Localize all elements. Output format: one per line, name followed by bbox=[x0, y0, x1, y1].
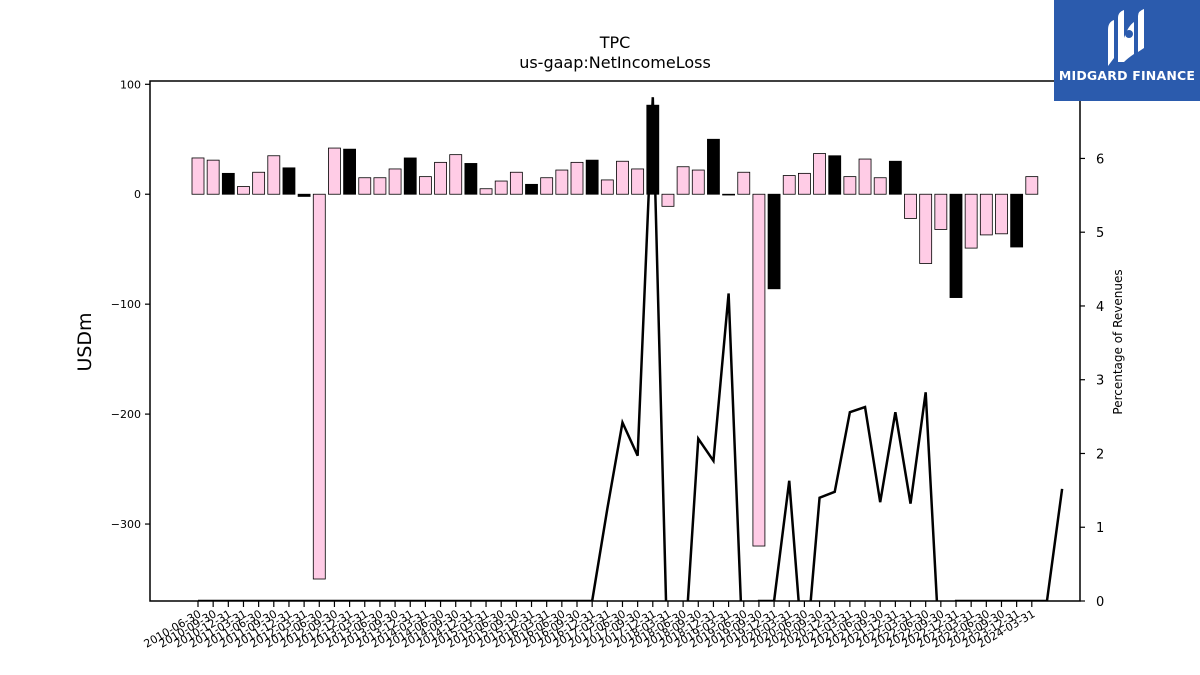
bar-2012-09-30 bbox=[328, 147, 341, 195]
percentage-line bbox=[198, 97, 1064, 601]
y-tick-label: 100 bbox=[120, 78, 141, 91]
bar-2024-03-31 bbox=[1025, 176, 1039, 195]
midgard-m-logo-icon bbox=[1108, 9, 1144, 66]
chart-title: TPC bbox=[599, 33, 631, 52]
y-tick-label: −200 bbox=[111, 408, 141, 421]
y-tick-label: −300 bbox=[111, 518, 141, 531]
bar-2013-12-31 bbox=[403, 157, 417, 195]
chart-axes: 1000−100−200−30001234562010-06-302010-09… bbox=[111, 78, 1105, 650]
bar-series bbox=[191, 104, 1039, 580]
bar-2020-09-30 bbox=[813, 153, 826, 195]
bar-2011-03-31 bbox=[237, 186, 250, 195]
bar-2021-12-31 bbox=[888, 160, 902, 195]
bar-2010-12-31 bbox=[221, 172, 235, 195]
brand-name: MIDGARD FINANCE bbox=[1058, 68, 1196, 83]
bar-2018-03-31 bbox=[661, 193, 675, 207]
y-tick-label: 0 bbox=[134, 188, 141, 201]
bar-2015-09-30 bbox=[509, 171, 523, 195]
bar-2015-12-31 bbox=[525, 183, 538, 195]
bar-2014-06-30 bbox=[434, 161, 447, 195]
bar-2021-06-30 bbox=[858, 158, 872, 195]
y2-tick-label: 0 bbox=[1096, 595, 1104, 610]
bar-2019-03-31 bbox=[722, 193, 735, 196]
bar-2019-12-31 bbox=[767, 193, 781, 290]
percentage-line-series bbox=[198, 97, 1064, 601]
bar-2016-03-31 bbox=[540, 177, 554, 195]
bar-2020-03-31 bbox=[782, 175, 796, 195]
bar-2017-06-30 bbox=[616, 160, 629, 195]
bar-2013-03-31 bbox=[358, 177, 372, 195]
bar-2015-03-31 bbox=[479, 188, 493, 195]
bar-2021-09-30 bbox=[873, 177, 887, 195]
bar-2012-03-31 bbox=[297, 193, 311, 197]
bar-2017-03-31 bbox=[600, 179, 614, 195]
bar-2023-03-31 bbox=[964, 193, 978, 249]
y2-tick-label: 3 bbox=[1096, 374, 1104, 389]
bar-2014-03-31 bbox=[418, 176, 432, 195]
bar-2012-12-31 bbox=[343, 148, 357, 195]
y2-tick-label: 4 bbox=[1096, 300, 1104, 315]
bar-2013-09-30 bbox=[388, 168, 402, 195]
bar-2022-09-30 bbox=[934, 193, 948, 230]
bar-2018-09-30 bbox=[691, 169, 705, 195]
bar-2011-09-30 bbox=[267, 155, 281, 195]
midgard-finance-logo: MIDGARD FINANCE bbox=[1054, 0, 1200, 101]
bar-2010-09-30 bbox=[206, 159, 220, 195]
bar-2011-12-31 bbox=[282, 167, 296, 195]
bar-2023-12-31 bbox=[1010, 193, 1024, 248]
bar-2022-03-31 bbox=[904, 193, 917, 219]
bar-2022-06-30 bbox=[919, 193, 933, 264]
bar-2014-09-30 bbox=[449, 154, 463, 195]
y-tick-label: −100 bbox=[111, 298, 141, 311]
bar-2014-12-31 bbox=[464, 163, 478, 195]
bar-2010-06-30 bbox=[191, 157, 205, 195]
bar-2021-03-31 bbox=[843, 176, 857, 195]
bar-2011-06-30 bbox=[252, 171, 266, 195]
y2-axis-label: Percentage of Revenues bbox=[1111, 269, 1125, 414]
bar-2022-12-31 bbox=[949, 193, 963, 298]
bar-2019-06-30 bbox=[737, 171, 751, 195]
bar-2016-06-30 bbox=[555, 169, 569, 195]
bar-2023-09-30 bbox=[995, 193, 1008, 235]
y2-tick-label: 5 bbox=[1096, 226, 1104, 241]
bar-2013-06-30 bbox=[373, 177, 387, 195]
y2-tick-label: 6 bbox=[1096, 152, 1104, 167]
bar-2016-12-31 bbox=[585, 159, 599, 195]
y-axis-label: USDm bbox=[74, 312, 96, 371]
bar-2017-09-30 bbox=[631, 168, 645, 195]
bar-2020-06-30 bbox=[798, 172, 811, 195]
bar-2016-09-30 bbox=[570, 161, 584, 195]
y2-tick-label: 1 bbox=[1096, 521, 1104, 536]
bar-2015-06-30 bbox=[494, 180, 508, 195]
plot-frame bbox=[149, 80, 1081, 602]
chart-subtitle: us-gaap:NetIncomeLoss bbox=[519, 53, 711, 72]
bar-2018-12-31 bbox=[707, 138, 720, 195]
bar-2012-06-30 bbox=[312, 193, 326, 580]
bar-2023-06-30 bbox=[979, 193, 993, 236]
bar-2018-06-30 bbox=[676, 166, 690, 195]
bar-2019-09-30 bbox=[752, 193, 766, 547]
y2-tick-label: 2 bbox=[1096, 447, 1104, 462]
bar-2020-12-31 bbox=[828, 155, 842, 195]
